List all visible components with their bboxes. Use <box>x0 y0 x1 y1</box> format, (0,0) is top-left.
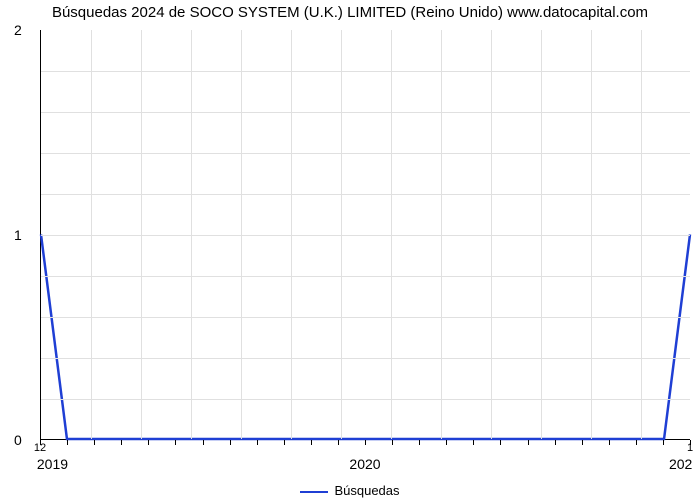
x-minor-tick <box>528 440 529 445</box>
y-tick-label: 1 <box>14 227 22 243</box>
y-tick-label: 0 <box>14 432 22 448</box>
gridline-vertical <box>191 30 192 439</box>
plot-area <box>40 30 690 440</box>
x-minor-tick <box>175 440 176 445</box>
gridline-horizontal <box>41 358 690 359</box>
gridline-horizontal <box>41 317 690 318</box>
x-minor-tick <box>311 440 312 445</box>
x-minor-tick <box>582 440 583 445</box>
x-minor-tick <box>40 440 41 445</box>
gridline-vertical <box>591 30 592 439</box>
x-minor-tick <box>392 440 393 445</box>
legend: Búsquedas <box>0 483 700 498</box>
x-minor-tick <box>148 440 149 445</box>
x-minor-tick <box>690 440 691 445</box>
x-minor-tick <box>365 440 366 445</box>
gridline-vertical <box>341 30 342 439</box>
x-minor-tick <box>609 440 610 445</box>
gridline-horizontal <box>41 112 690 113</box>
x-minor-tick <box>636 440 637 445</box>
gridline-vertical <box>291 30 292 439</box>
gridline-horizontal <box>41 194 690 195</box>
x-minor-tick <box>284 440 285 445</box>
x-minor-tick <box>555 440 556 445</box>
x-minor-tick <box>446 440 447 445</box>
x-minor-tick <box>257 440 258 445</box>
gridline-vertical <box>141 30 142 439</box>
gridline-horizontal <box>41 276 690 277</box>
x-minor-tick <box>663 440 664 445</box>
gridline-vertical <box>541 30 542 439</box>
x-tick-label: 202 <box>669 456 692 472</box>
chart-title: Búsquedas 2024 de SOCO SYSTEM (U.K.) LIM… <box>0 4 700 21</box>
gridline-horizontal <box>41 235 690 236</box>
chart-container: Búsquedas 2024 de SOCO SYSTEM (U.K.) LIM… <box>0 0 700 500</box>
gridline-vertical <box>641 30 642 439</box>
series-polyline <box>41 235 690 440</box>
x-tick-label: 2020 <box>349 456 380 472</box>
gridline-horizontal <box>41 71 690 72</box>
x-tick-label: 2019 <box>37 456 68 472</box>
gridline-vertical <box>391 30 392 439</box>
legend-swatch <box>300 491 328 493</box>
gridline-horizontal <box>41 153 690 154</box>
x-minor-tick <box>67 440 68 445</box>
x-minor-tick <box>338 440 339 445</box>
x-minor-tick <box>94 440 95 445</box>
gridline-vertical <box>241 30 242 439</box>
x-minor-tick <box>500 440 501 445</box>
x-minor-tick <box>121 440 122 445</box>
x-minor-tick <box>203 440 204 445</box>
y-tick-label: 2 <box>14 22 22 38</box>
legend-label: Búsquedas <box>334 483 399 498</box>
gridline-horizontal <box>41 399 690 400</box>
gridline-vertical <box>491 30 492 439</box>
x-minor-tick <box>473 440 474 445</box>
gridline-vertical <box>441 30 442 439</box>
x-minor-tick <box>419 440 420 445</box>
x-minor-tick <box>230 440 231 445</box>
gridline-vertical <box>91 30 92 439</box>
